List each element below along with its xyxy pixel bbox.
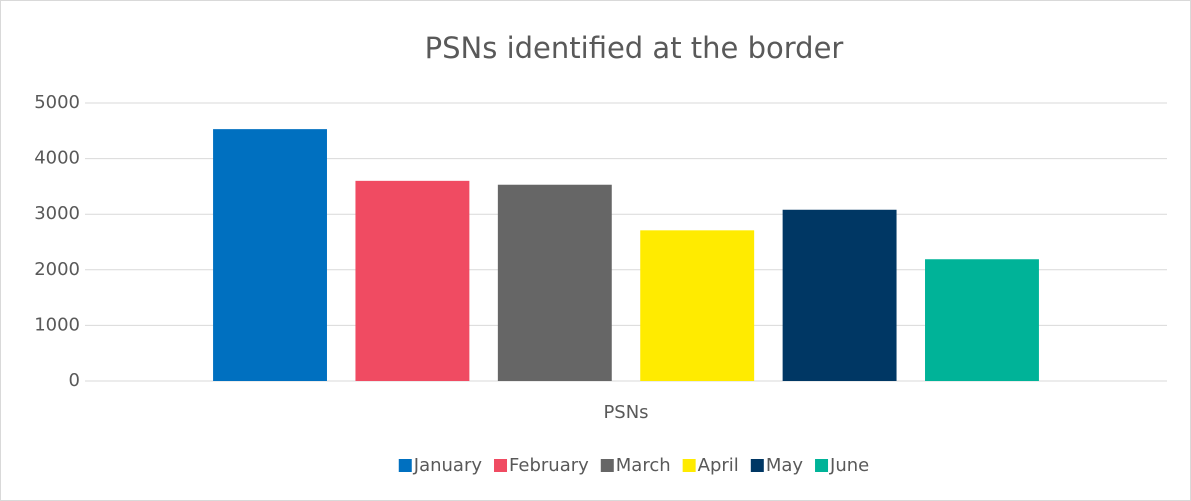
legend-swatch — [600, 459, 614, 472]
y-tick-label: 4000 — [34, 148, 80, 169]
legend-swatch — [815, 459, 829, 472]
y-tick-label: 5000 — [34, 92, 80, 113]
legend: January February March April May June — [398, 455, 869, 476]
legend-swatch — [398, 459, 412, 472]
legend-swatch — [494, 459, 508, 472]
bar — [213, 129, 327, 381]
y-tick-label: 0 — [69, 370, 80, 391]
bar — [497, 184, 612, 381]
bar — [640, 230, 755, 381]
y-tick-label: 2000 — [34, 259, 80, 280]
legend-swatch — [682, 459, 696, 472]
chart-title: PSNs identified at the border — [425, 31, 844, 65]
y-tick-label: 1000 — [34, 314, 80, 335]
legend-label: April — [698, 455, 739, 476]
legend-label: June — [829, 455, 869, 476]
legend-label: May — [766, 455, 804, 476]
bar — [355, 180, 470, 381]
legend-label: February — [509, 455, 589, 476]
x-tick-label: PSNs — [603, 402, 648, 423]
bar — [782, 209, 897, 381]
y-tick-label: 3000 — [34, 203, 80, 224]
legend-label: January — [413, 455, 483, 476]
bar — [925, 259, 1039, 381]
legend-label: March — [616, 455, 671, 476]
legend-swatch — [750, 459, 764, 472]
